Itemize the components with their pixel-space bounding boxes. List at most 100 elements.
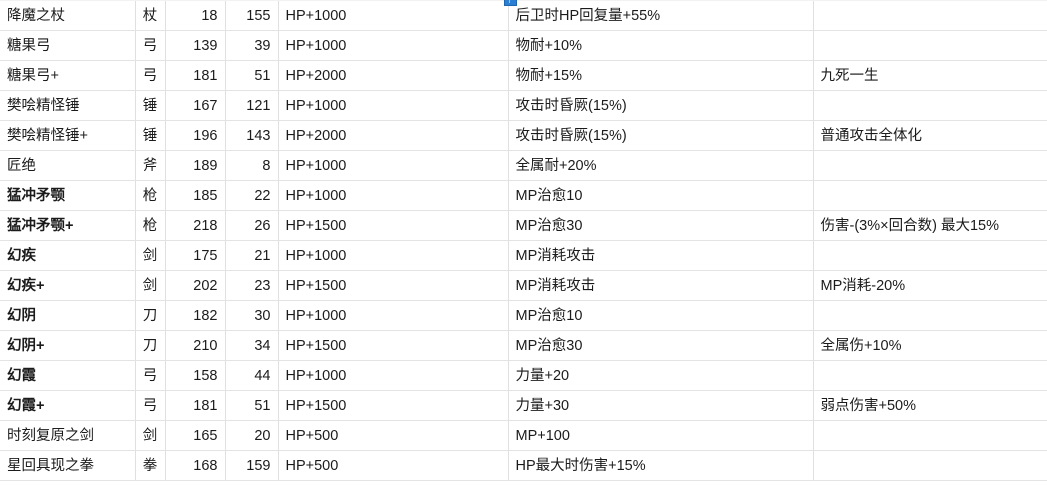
cell-hp-bonus: HP+1000 (278, 150, 509, 181)
cell-effect-primary: MP消耗攻击 (508, 270, 814, 301)
table-row[interactable]: 星回具现之拳拳 168 159 HP+500 HP最大时伤害+15% (0, 450, 1047, 481)
table-row[interactable]: 幻阴刀 182 30 HP+1000 MP治愈10 (0, 300, 1047, 331)
cell-hp-bonus: HP+2000 (278, 120, 509, 151)
cell-hp-bonus: HP+1000 (278, 0, 509, 31)
table-row[interactable]: 猛冲矛颚枪 185 22 HP+1000 MP治愈10 (0, 180, 1047, 211)
cell-weapon-name: 星回具现之拳 (0, 450, 136, 481)
cell-attack-value: 175 (165, 240, 226, 271)
cell-weapon-type: 锤 (135, 120, 166, 151)
cell-effect-secondary (813, 240, 1047, 271)
cell-effect-primary: MP治愈30 (508, 330, 814, 361)
cell-hp-bonus: HP+1000 (278, 90, 509, 121)
cell-defense-value: 44 (225, 360, 279, 391)
cell-attack-value: 167 (165, 90, 226, 121)
cell-weapon-name: 降魔之杖 (0, 0, 136, 31)
cell-effect-secondary: 全属伤+10% (813, 330, 1047, 361)
table-row[interactable]: 樊哙精怪锤+ 锤 196 143 HP+2000 攻击时昏厥(15%) 普通攻击全体化 (0, 120, 1047, 151)
cell-weapon-type: 弓 (135, 60, 166, 91)
cell-hp-bonus: HP+1000 (278, 30, 509, 61)
cell-weapon-type: 拳 (135, 450, 166, 481)
cell-weapon-name: 幻疾+ (0, 270, 136, 301)
cell-weapon-type: 枪 (135, 180, 166, 211)
table-row[interactable]: 糖果弓+ 弓 181 51 HP+2000 物耐+15% 九死一生 (0, 60, 1047, 91)
cell-defense-value: 8 (225, 150, 279, 181)
table-row[interactable]: 糖果弓弓 139 39 HP+1000 物耐+10% (0, 30, 1047, 61)
cell-attack-value: 165 (165, 420, 226, 451)
cell-attack-value: 210 (165, 330, 226, 361)
cell-attack-value: 181 (165, 60, 226, 91)
cell-effect-secondary (813, 90, 1047, 121)
table-row[interactable]: 匠绝斧 189 8 HP+1000 全属耐+20% (0, 150, 1047, 181)
cell-defense-value: 22 (225, 180, 279, 211)
table-row[interactable]: 幻疾剑 175 21 HP+1000 MP消耗攻击 (0, 240, 1047, 271)
cell-attack-value: 218 (165, 210, 226, 241)
cell-defense-value: 121 (225, 90, 279, 121)
cell-weapon-type: 剑 (135, 420, 166, 451)
cell-weapon-name: 时刻复原之剑 (0, 420, 136, 451)
cell-weapon-name: 糖果弓+ (0, 60, 136, 91)
cell-weapon-name: 猛冲矛颚+ (0, 210, 136, 241)
cell-attack-value: 189 (165, 150, 226, 181)
cell-attack-value: 158 (165, 360, 226, 391)
cell-defense-value: 21 (225, 240, 279, 271)
cell-hp-bonus: HP+1500 (278, 270, 509, 301)
cell-hp-bonus: HP+1500 (278, 330, 509, 361)
cell-weapon-name: 幻霞 (0, 360, 136, 391)
cell-effect-primary: HP最大时伤害+15% (508, 450, 814, 481)
table-row[interactable]: 幻疾+ 剑 202 23 HP+1500 MP消耗攻击 MP消耗-20% (0, 270, 1047, 301)
cell-effect-primary: 力量+30 (508, 390, 814, 421)
cell-defense-value: 23 (225, 270, 279, 301)
cell-weapon-name: 幻疾 (0, 240, 136, 271)
cell-effect-secondary (813, 360, 1047, 391)
cell-defense-value: 26 (225, 210, 279, 241)
cell-attack-value: 181 (165, 390, 226, 421)
cell-effect-primary: MP治愈30 (508, 210, 814, 241)
cell-effect-secondary (813, 150, 1047, 181)
cell-effect-primary: MP消耗攻击 (508, 240, 814, 271)
table-row[interactable]: 樊哙精怪锤锤 167 121 HP+1000 攻击时昏厥(15%) (0, 90, 1047, 121)
cell-hp-bonus: HP+1000 (278, 300, 509, 331)
cell-defense-value: 39 (225, 30, 279, 61)
cell-effect-secondary: MP消耗-20% (813, 270, 1047, 301)
cell-effect-primary: MP+100 (508, 420, 814, 451)
table-row[interactable]: 时刻复原之剑剑 165 20 HP+500 MP+100 (0, 420, 1047, 451)
cell-weapon-name: 幻阴 (0, 300, 136, 331)
table-row[interactable]: 幻阴+ 刀 210 34 HP+1500 MP治愈30 全属伤+10% (0, 330, 1047, 361)
cell-hp-bonus: HP+500 (278, 420, 509, 451)
cell-effect-secondary (813, 0, 1047, 31)
table-row[interactable]: 幻霞弓 158 44 HP+1000 力量+20 (0, 360, 1047, 391)
cell-attack-value: 168 (165, 450, 226, 481)
table-top-rule (0, 0, 1047, 1)
cell-effect-secondary (813, 30, 1047, 61)
cell-attack-value: 185 (165, 180, 226, 211)
table-row[interactable]: 降魔之杖杖 18 155 HP+1000 后卫时HP回复量+55% (0, 0, 1047, 31)
cell-defense-value: 155 (225, 0, 279, 31)
cell-weapon-type: 斧 (135, 150, 166, 181)
cell-weapon-type: 剑 (135, 270, 166, 301)
cell-weapon-name: 幻霞+ (0, 390, 136, 421)
table-row[interactable]: 猛冲矛颚+ 枪 218 26 HP+1500 MP治愈30 伤害-(3%×回合数) 最大15… (0, 210, 1047, 241)
cell-weapon-name: 匠绝 (0, 150, 136, 181)
cell-hp-bonus: HP+500 (278, 450, 509, 481)
cell-effect-primary: 力量+20 (508, 360, 814, 391)
cell-effect-primary: MP治愈10 (508, 180, 814, 211)
cell-hp-bonus: HP+1000 (278, 180, 509, 211)
cell-attack-value: 139 (165, 30, 226, 61)
cell-defense-value: 34 (225, 330, 279, 361)
cell-weapon-name: 猛冲矛颚 (0, 180, 136, 211)
cell-defense-value: 20 (225, 420, 279, 451)
cell-effect-primary: MP治愈10 (508, 300, 814, 331)
cell-effect-secondary: 九死一生 (813, 60, 1047, 91)
cell-effect-secondary: 普通攻击全体化 (813, 120, 1047, 151)
cell-effect-secondary (813, 300, 1047, 331)
cell-weapon-type: 刀 (135, 330, 166, 361)
table-row[interactable]: 幻霞+ 弓 181 51 HP+1500 力量+30 弱点伤害+50% (0, 390, 1047, 421)
cell-attack-value: 18 (165, 0, 226, 31)
cell-effect-primary: 全属耐+20% (508, 150, 814, 181)
cell-defense-value: 143 (225, 120, 279, 151)
cell-hp-bonus: HP+1500 (278, 390, 509, 421)
cell-hp-bonus: HP+1500 (278, 210, 509, 241)
selection-marker-icon[interactable] (504, 0, 517, 6)
cell-weapon-type: 弓 (135, 360, 166, 391)
cell-effect-secondary: 弱点伤害+50% (813, 390, 1047, 421)
